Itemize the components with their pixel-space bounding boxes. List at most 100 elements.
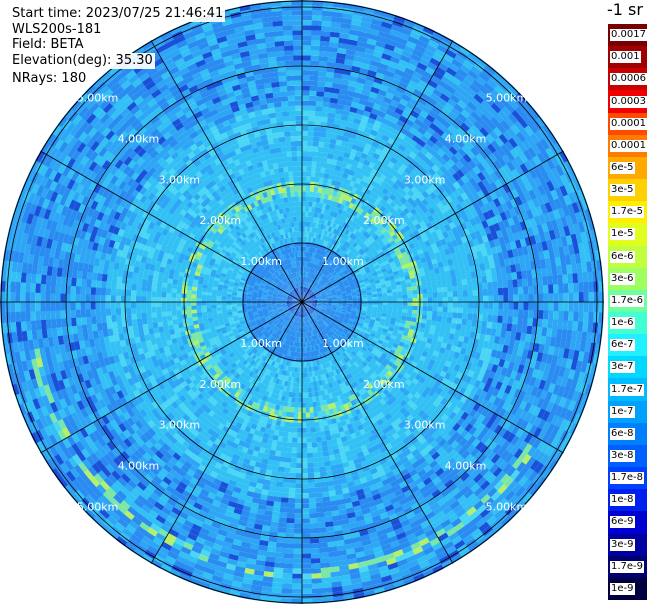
field-cell [329, 314, 335, 318]
field-cell [318, 260, 322, 266]
field-cell [310, 306, 316, 310]
field-cell [291, 279, 294, 284]
field-cell [314, 329, 318, 335]
field-cell [301, 427, 307, 433]
field-cell [264, 332, 270, 337]
field-cell [314, 282, 319, 287]
field-cell [325, 333, 330, 339]
field-cell [287, 274, 291, 280]
field-cell [308, 397, 313, 403]
field-cell [328, 337, 333, 343]
field-cell [297, 171, 303, 177]
field-cell [260, 272, 266, 277]
field-cell [275, 346, 280, 352]
field-cell [282, 314, 287, 319]
field-cell [298, 306, 301, 312]
field-cell [332, 303, 338, 305]
field-cell [302, 322, 304, 328]
field-cell [306, 326, 309, 332]
field-cell [320, 308, 326, 311]
field-cell [255, 318, 261, 323]
field-cell [290, 314, 294, 320]
field-cell [298, 332, 300, 338]
field-cell [315, 243, 319, 249]
field-cell [297, 282, 300, 288]
field-cell [259, 325, 265, 331]
field-cell [294, 277, 297, 283]
field-cell [305, 294, 309, 299]
field-cell [311, 304, 317, 307]
field-cell [311, 335, 315, 341]
field-cell [328, 331, 334, 336]
field-cell [392, 302, 398, 306]
field-cell [276, 328, 281, 334]
field-cell [344, 317, 350, 321]
field-cell [310, 284, 314, 290]
field-cell [263, 260, 269, 266]
field-cell [269, 262, 275, 268]
field-cell [289, 292, 295, 297]
field-cell [298, 292, 301, 298]
field-cell [322, 329, 327, 335]
field-cell [280, 280, 285, 285]
field-cell [293, 315, 296, 321]
field-cell [287, 324, 291, 330]
field-cell [345, 286, 351, 290]
field-cell [287, 299, 292, 301]
field-cell [252, 323, 258, 328]
field-cell [299, 261, 301, 267]
field-cell [263, 338, 269, 344]
field-cell [161, 291, 167, 298]
field-cell [266, 281, 272, 286]
field-cell [248, 315, 255, 320]
field-cell [286, 339, 290, 346]
field-cell [303, 292, 306, 298]
field-cell [282, 299, 288, 301]
field-cell [299, 292, 301, 298]
field-cell [314, 264, 318, 270]
field-cell [296, 221, 300, 227]
field-cell [291, 290, 296, 295]
field-cell [285, 289, 291, 294]
field-cell [292, 171, 298, 177]
field-cell [297, 422, 302, 428]
field-cell [291, 437, 298, 443]
field-cell [313, 281, 318, 287]
field-cell [287, 280, 292, 286]
field-cell [257, 267, 263, 273]
field-cell [347, 302, 353, 304]
field-cell [306, 310, 310, 316]
field-cell [302, 201, 306, 207]
field-cell [321, 275, 326, 280]
field-cell [346, 276, 352, 281]
field-cell [294, 351, 297, 358]
field-cell [286, 334, 290, 340]
field-cell [283, 292, 289, 296]
field-cell [310, 247, 314, 253]
field-cell [266, 318, 272, 323]
field-cell [290, 292, 295, 296]
field-cell [306, 303, 312, 306]
field-cell [294, 283, 297, 288]
field-cell [307, 326, 310, 332]
field-cell [302, 291, 304, 297]
field-cell [331, 308, 337, 311]
field-cell [258, 314, 265, 318]
field-cell [331, 327, 337, 333]
field-cell [294, 295, 299, 299]
field-cell [256, 303, 262, 306]
field-cell [281, 320, 286, 325]
field-cell [284, 248, 289, 255]
field-cell [335, 311, 341, 315]
field-cell [432, 306, 438, 312]
field-cell [320, 336, 325, 343]
field-cell [317, 254, 321, 260]
field-cell [334, 315, 340, 319]
field-cell [221, 299, 227, 302]
field-cell [282, 304, 288, 306]
field-cell [305, 305, 310, 309]
field-cell [345, 313, 351, 316]
field-cell [310, 335, 314, 342]
field-cell [382, 302, 388, 306]
field-cell [314, 282, 319, 288]
